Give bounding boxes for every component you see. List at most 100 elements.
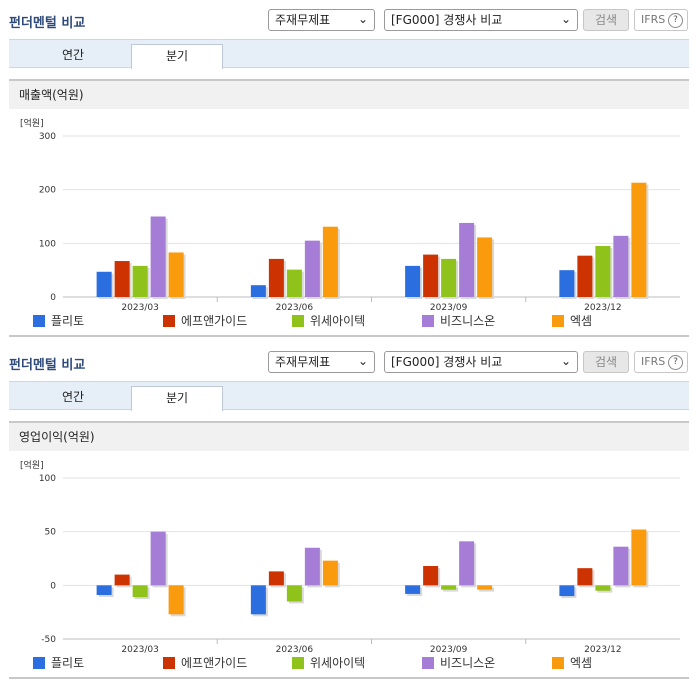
ifrs-label: IFRS [641, 355, 666, 368]
bar-4-4 [613, 546, 629, 586]
period-tab-bar: 연간 분기 [9, 39, 689, 69]
bar-2-1 [114, 574, 130, 586]
legend-swatch [292, 657, 304, 669]
legend-swatch [422, 315, 434, 327]
legend-label: 위세아이텍 [310, 656, 365, 670]
x-tick-label: 2023/12 [584, 645, 621, 655]
search-button[interactable]: 검색 [583, 9, 629, 31]
x-tick-label: 2023/06 [276, 645, 314, 655]
bar-4-3 [459, 541, 475, 586]
bar-1-4 [559, 270, 575, 297]
section-title: 펀더멘털 비교 [9, 16, 86, 31]
section-divider [9, 677, 689, 679]
chevron-down-icon: ⌄ [560, 12, 571, 26]
help-icon[interactable]: ? [668, 355, 683, 370]
bar-5-4 [631, 182, 647, 297]
x-tick-label: 2023/03 [121, 645, 158, 655]
bar-2-1 [114, 261, 130, 297]
bar-4-4 [613, 235, 629, 297]
revenue-chart: [억원] 0 100 200 300 2023/03 2023/06 2023/09 2023/… [20, 117, 680, 328]
bar-5-1 [168, 585, 184, 615]
y-tick-label: 100 [39, 239, 56, 249]
bar-4-1 [150, 531, 166, 586]
y-tick-label: 200 [39, 186, 56, 196]
legend-swatch [163, 315, 175, 327]
tab-annual[interactable]: 연간 [61, 390, 85, 404]
ifrs-label: IFRS [641, 13, 666, 26]
section-divider [9, 335, 689, 337]
bar-1-1 [96, 271, 112, 297]
comparison-section-operating-profit: 펀더멘털 비교 주재무제표 ⌄ [FG000] 경쟁사 비교 ⌄ 검색 IFRS… [0, 342, 696, 684]
legend-swatch [552, 657, 564, 669]
x-tick-label: 2023/09 [430, 303, 468, 313]
statement-type-select[interactable]: 주재무제표 ⌄ [268, 351, 375, 373]
bar-3-2 [286, 269, 302, 297]
group-select[interactable]: [FG000] 경쟁사 비교 ⌄ [384, 351, 578, 373]
chart-title: 영업이익(억원) [9, 421, 689, 451]
bar-1-1 [96, 585, 112, 595]
y-tick-label: 50 [45, 528, 57, 538]
bar-1-4 [559, 585, 575, 597]
bar-4-3 [459, 222, 475, 297]
bar-5-2 [322, 560, 338, 586]
bar-3-4 [595, 246, 611, 297]
bar-1-3 [405, 265, 421, 297]
group-select-value: [FG000] 경쟁사 비교 [391, 13, 503, 27]
bar-2-4 [577, 255, 593, 297]
tab-quarterly[interactable]: 분기 [131, 386, 223, 411]
legend-label: 위세아이텍 [310, 314, 365, 328]
chevron-down-icon: ⌄ [560, 354, 571, 368]
ifrs-button[interactable]: IFRS ? [634, 351, 688, 373]
tab-annual[interactable]: 연간 [61, 48, 85, 62]
bar-2-4 [577, 568, 593, 586]
legend-swatch [552, 315, 564, 327]
legend-swatch [292, 315, 304, 327]
operating-profit-chart: [억원] -50 0 50 100 2023/03 2023/06 2023/09 2023/1… [20, 459, 680, 670]
tab-quarterly[interactable]: 분기 [131, 44, 223, 69]
legend-swatch [422, 657, 434, 669]
group-select-value: [FG000] 경쟁사 비교 [391, 355, 503, 369]
comparison-section-revenue: 펀더멘털 비교 주재무제표 ⌄ [FG000] 경쟁사 비교 ⌄ 검색 IFRS… [9, 9, 689, 337]
bar-2-3 [423, 566, 439, 586]
bar-5-4 [631, 529, 647, 586]
legend-swatch [33, 657, 45, 669]
chevron-down-icon: ⌄ [357, 12, 368, 26]
bar-3-1 [132, 265, 148, 297]
statement-type-value: 주재무제표 [275, 13, 331, 27]
statement-type-select[interactable]: 주재무제표 ⌄ [268, 9, 375, 31]
legend-label: 엑셈 [570, 656, 592, 670]
bar-3-4 [595, 585, 611, 591]
legend-label: 에프앤가이드 [181, 314, 247, 328]
legend-label: 비즈니스온 [440, 314, 495, 328]
bar-4-2 [304, 547, 320, 586]
statement-type-value: 주재무제표 [275, 355, 331, 369]
y-tick-label: 0 [50, 581, 56, 591]
bar-4-1 [150, 216, 166, 297]
help-icon[interactable]: ? [668, 13, 683, 28]
bar-5-1 [168, 252, 184, 297]
legend-label: 에프앤가이드 [181, 656, 247, 670]
bar-3-3 [441, 258, 457, 297]
bar-1-3 [405, 585, 421, 594]
bar-2-3 [423, 254, 439, 297]
legend-label: 플리토 [51, 314, 84, 328]
legend-label: 엑셈 [570, 314, 592, 328]
bar-5-2 [322, 226, 338, 297]
bar-1-2 [250, 285, 266, 297]
legend-label: 플리토 [51, 656, 84, 670]
y-tick-label: -50 [41, 635, 56, 645]
section-title: 펀더멘털 비교 [9, 358, 86, 373]
y-tick-label: 300 [39, 132, 56, 142]
chart-title: 매출액(억원) [9, 79, 689, 109]
search-button[interactable]: 검색 [583, 351, 629, 373]
bar-3-1 [132, 585, 148, 598]
x-tick-label: 2023/09 [430, 645, 468, 655]
period-tab-bar: 연간 분기 [9, 381, 689, 411]
y-tick-label: 0 [50, 293, 56, 303]
y-axis-unit-label: [억원] [20, 117, 44, 129]
ifrs-button[interactable]: IFRS ? [634, 9, 688, 31]
y-tick-label: 100 [39, 474, 56, 484]
group-select[interactable]: [FG000] 경쟁사 비교 ⌄ [384, 9, 578, 31]
bar-5-3 [477, 237, 493, 297]
bar-3-3 [441, 585, 457, 590]
